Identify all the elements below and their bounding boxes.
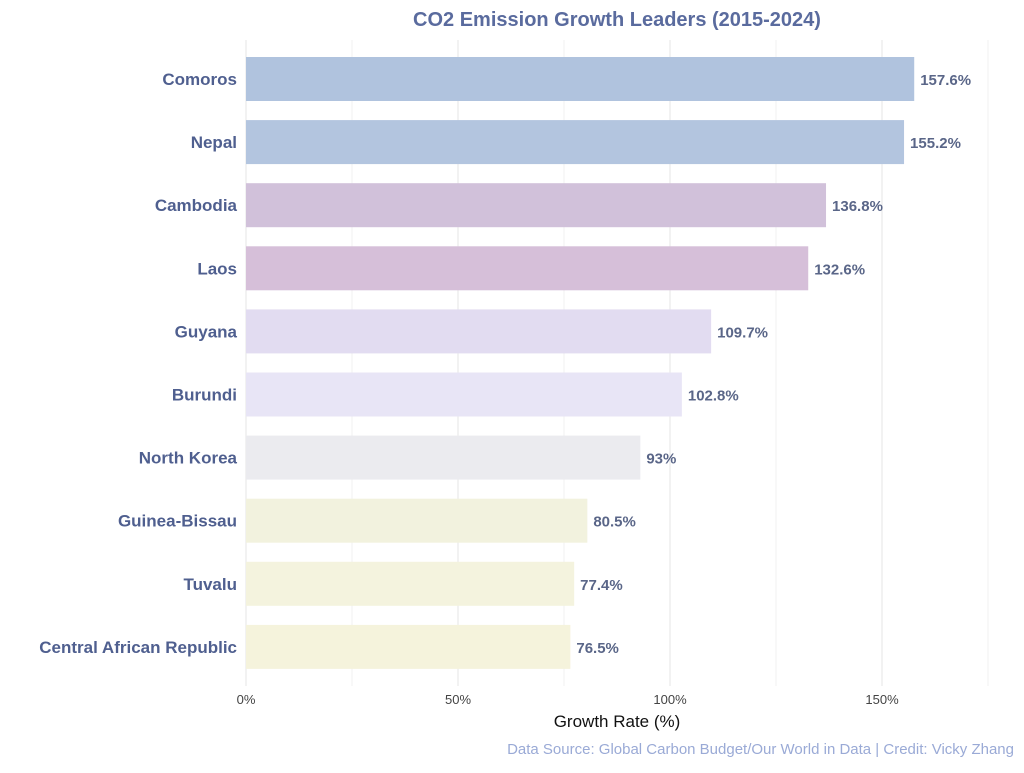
x-axis-label: Growth Rate (%): [554, 712, 681, 731]
data-label: 77.4%: [580, 577, 623, 594]
y-tick-label: North Korea: [139, 449, 238, 468]
bar: [246, 309, 712, 354]
bar: [246, 624, 571, 669]
y-tick-label: Central African Republic: [39, 638, 237, 657]
x-tick-label: 150%: [865, 692, 899, 707]
bar: [246, 435, 641, 480]
bar: [246, 561, 575, 606]
data-label: 136.8%: [832, 198, 883, 215]
x-tick-label: 100%: [653, 692, 687, 707]
y-tick-label: Nepal: [191, 133, 237, 152]
y-tick-label: Burundi: [172, 386, 237, 405]
y-tick-label: Laos: [197, 259, 237, 278]
data-label: 102.8%: [688, 388, 739, 405]
chart-title: CO2 Emission Growth Leaders (2015-2024): [413, 9, 821, 31]
data-label: 93%: [646, 451, 676, 468]
data-label: 76.5%: [576, 640, 619, 657]
bar: [246, 372, 682, 417]
bar: [246, 246, 809, 291]
data-label: 155.2%: [910, 135, 961, 152]
bar: [246, 57, 915, 101]
data-label: 80.5%: [593, 514, 636, 531]
bar: [246, 498, 588, 543]
y-tick-label: Tuvalu: [183, 575, 237, 594]
bar: [246, 120, 905, 165]
y-tick-label: Comoros: [162, 70, 237, 89]
bar: [246, 183, 827, 228]
caption: Data Source: Global Carbon Budget/Our Wo…: [507, 741, 1014, 758]
x-tick-label: 0%: [237, 692, 256, 707]
data-label: 157.6%: [920, 72, 971, 89]
data-label: 132.6%: [814, 261, 865, 278]
y-tick-label: Cambodia: [155, 196, 238, 215]
y-tick-label: Guyana: [175, 322, 238, 341]
x-tick-label: 50%: [445, 692, 471, 707]
y-tick-label: Guinea-Bissau: [118, 512, 237, 531]
data-label: 109.7%: [717, 324, 768, 341]
